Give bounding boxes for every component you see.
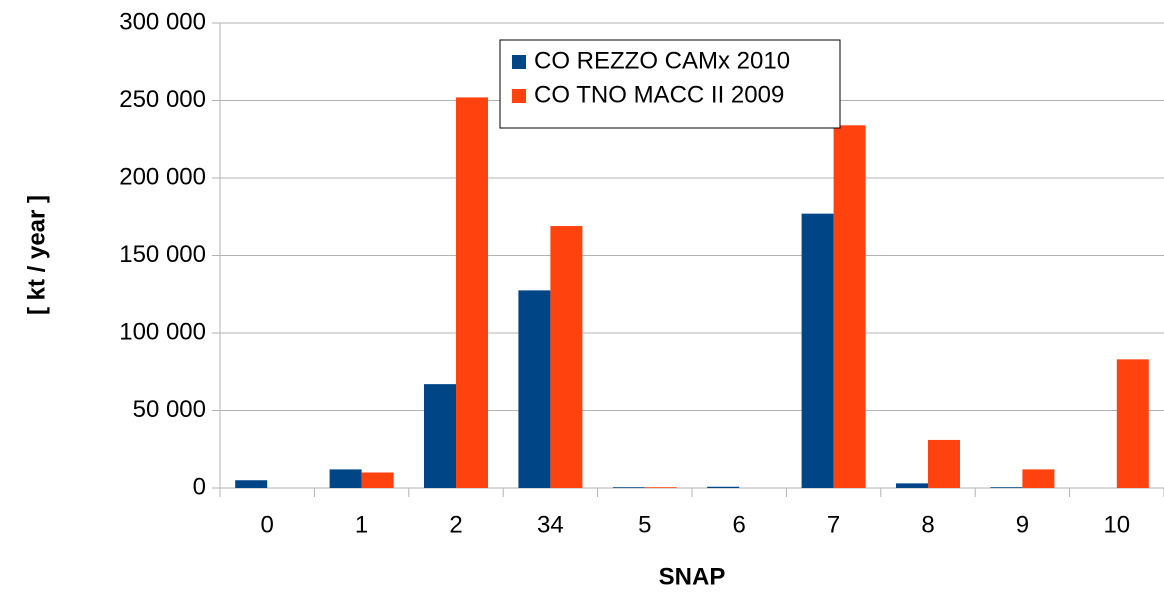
x-tick-label: 34 [537, 511, 564, 538]
bar [707, 486, 740, 488]
x-tick-label: 7 [827, 511, 840, 538]
legend-label: CO TNO MACC II 2009 [534, 81, 784, 108]
y-tick-label: 50 000 [133, 396, 206, 423]
bar [518, 290, 551, 488]
x-tick-label: 9 [1016, 511, 1029, 538]
bar [1022, 469, 1055, 488]
legend-label: CO REZZO CAMx 2010 [534, 47, 790, 74]
x-axis-title: SNAP [659, 563, 726, 590]
y-tick-label: 250 000 [119, 86, 206, 113]
y-tick-label: 0 [193, 473, 206, 500]
bar [235, 480, 268, 488]
bar [1116, 359, 1149, 488]
legend-swatch [512, 55, 526, 69]
x-tick-label: 8 [921, 511, 934, 538]
legend-box [499, 39, 841, 129]
bar [896, 483, 928, 488]
bar [612, 487, 645, 488]
bar [644, 487, 677, 488]
bar [550, 226, 583, 489]
bar [990, 487, 1023, 488]
bar [361, 472, 394, 488]
bar [456, 97, 488, 489]
x-tick-label: 10 [1103, 511, 1130, 538]
legend-swatch [512, 89, 526, 103]
y-tick-label: 300 000 [119, 8, 206, 35]
y-tick-label: 150 000 [119, 241, 206, 268]
y-tick-label: 200 000 [119, 163, 206, 190]
x-tick-label: 2 [449, 511, 462, 538]
bar [329, 469, 362, 488]
y-axis-title: [ kt / year ] [23, 195, 50, 315]
x-tick-label: 0 [261, 511, 274, 538]
x-tick-label: 5 [638, 511, 651, 538]
bar [928, 439, 960, 488]
x-tick-label: 1 [355, 511, 368, 538]
bar [424, 384, 456, 488]
bar [801, 213, 834, 488]
bar [833, 125, 866, 489]
y-tick-label: 100 000 [119, 318, 206, 345]
x-tick-label: 6 [733, 511, 746, 538]
